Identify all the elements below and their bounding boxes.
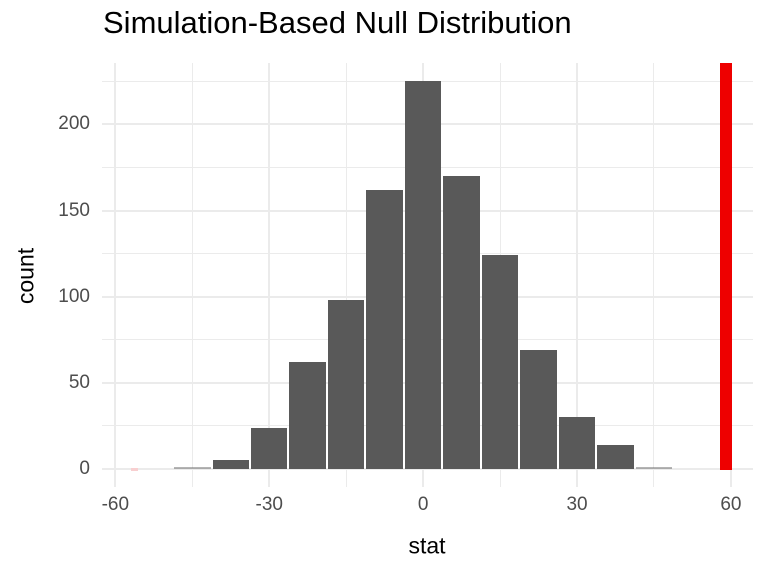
x-tick-label: -60 [101, 494, 130, 515]
y-tick-label: 200 [58, 113, 90, 135]
histogram-bar [558, 417, 596, 469]
histogram-bar [404, 81, 442, 469]
histogram-bar [251, 427, 288, 469]
histogram-bar [481, 255, 519, 469]
histogram-bar [327, 300, 365, 469]
chart-title: Simulation-Based Null Distribution [103, 5, 572, 40]
gridline-y-major [102, 467, 753, 470]
x-tick-label: -30 [255, 494, 283, 515]
gridline-x-major [114, 62, 117, 487]
observed-stat-line [719, 62, 732, 470]
x-tick-label: 0 [417, 494, 429, 515]
gridline-x-minor [653, 62, 655, 487]
gridline-x-major [576, 62, 579, 487]
histogram-bar [635, 466, 673, 469]
histogram-bar [366, 189, 403, 469]
histogram-bar [174, 466, 211, 469]
gridline-x-minor [191, 62, 193, 487]
y-tick-label: 100 [58, 285, 90, 307]
gridline-x-major [268, 62, 271, 487]
y-tick-label: 0 [79, 457, 90, 479]
histogram-bar [289, 362, 326, 469]
x-axis-title: stat [408, 532, 446, 559]
y-tick-label: 50 [68, 371, 90, 393]
histogram-bar [597, 444, 634, 469]
histogram-bar [212, 460, 249, 469]
x-tick-label: 60 [720, 494, 742, 515]
x-tick-label: 30 [566, 494, 588, 515]
histogram-bar [443, 176, 480, 469]
histogram-bar [520, 350, 557, 469]
gridline-x-minor [345, 62, 347, 487]
left-tail-marker [131, 467, 139, 471]
y-tick-label: 150 [58, 199, 90, 221]
